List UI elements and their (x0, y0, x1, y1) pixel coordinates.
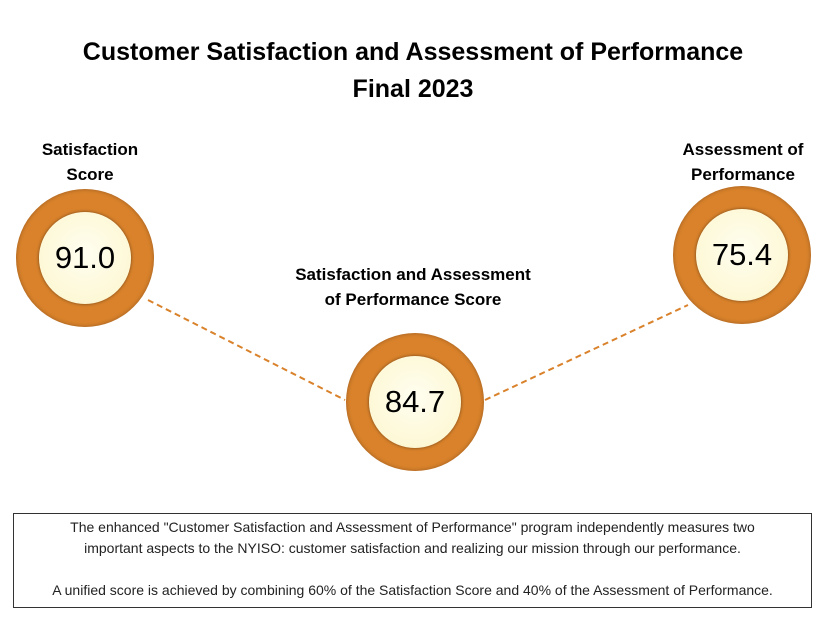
score-value: 84.7 (369, 356, 461, 448)
note-line1: The enhanced "Customer Satisfaction and … (70, 519, 755, 535)
note-line2: important aspects to the NYISO: customer… (84, 540, 741, 556)
combined-label: Satisfaction and Assessment of Performanc… (263, 262, 563, 312)
satisfaction-score-circle: 91.0 (16, 189, 154, 327)
connector-right (484, 304, 689, 401)
assessment-label: Assessment of Performance (658, 137, 826, 187)
label-line: Satisfaction and Assessment (295, 265, 531, 284)
title-line2: Final 2023 (352, 75, 474, 103)
connector-left (147, 299, 346, 401)
label-line: of Performance Score (324, 290, 502, 309)
title-line1: Customer Satisfaction and Assessment of … (82, 38, 744, 66)
assessment-score-circle: 75.4 (673, 186, 811, 324)
combined-score-circle: 84.7 (346, 333, 484, 471)
label-line: Score (66, 165, 114, 184)
satisfaction-label: Satisfaction Score (20, 137, 160, 187)
explanation-box: The enhanced "Customer Satisfaction and … (13, 513, 812, 608)
score-value: 91.0 (39, 212, 131, 304)
note-line3: A unified score is achieved by combining… (52, 582, 773, 598)
label-line: Satisfaction (41, 140, 139, 159)
label-line: Performance (691, 165, 795, 184)
score-value: 75.4 (696, 209, 788, 301)
label-line: Assessment of (682, 140, 804, 159)
